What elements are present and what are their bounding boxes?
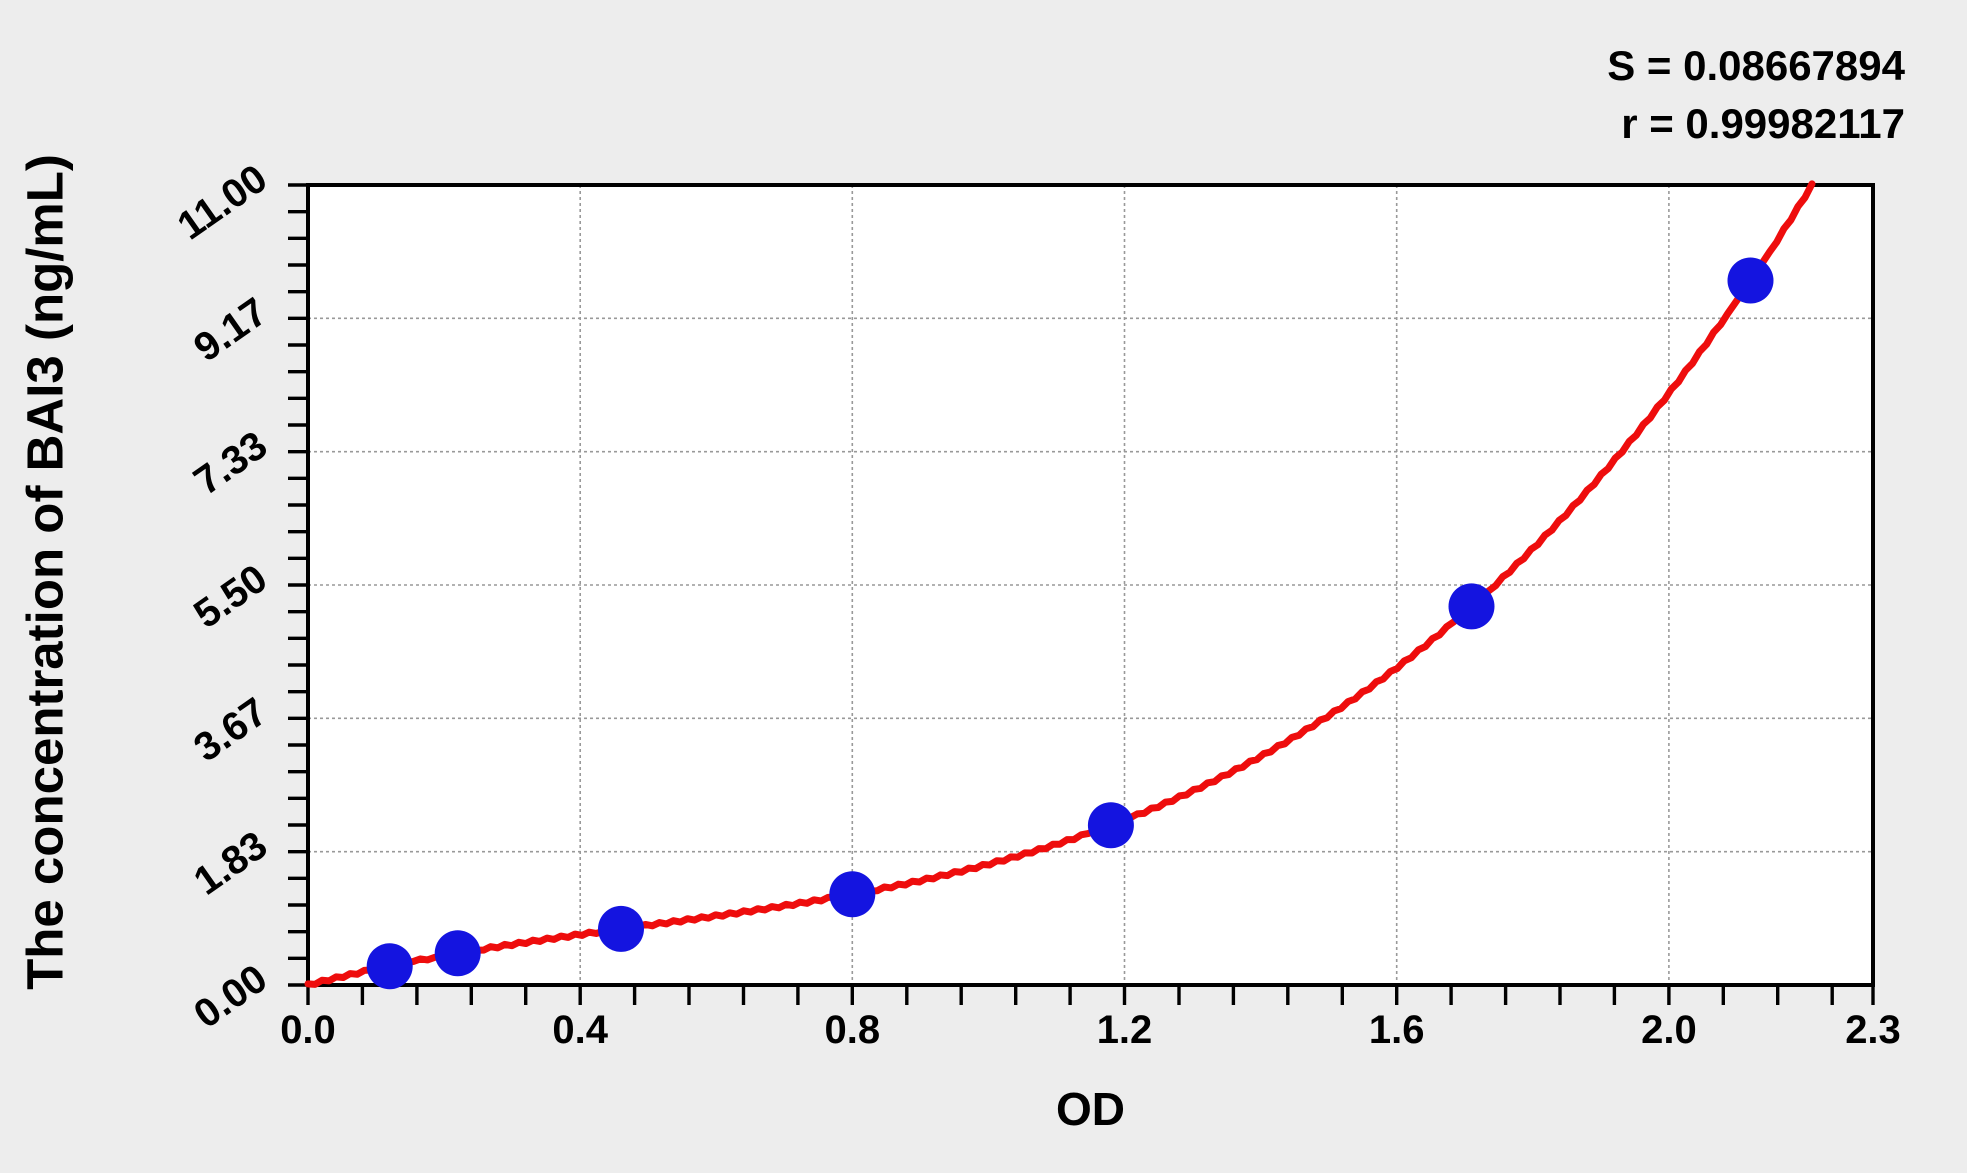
svg-text:0.0: 0.0 [280, 1008, 336, 1052]
svg-text:r = 0.99982117: r = 0.99982117 [1621, 100, 1905, 147]
svg-text:2.0: 2.0 [1641, 1008, 1697, 1052]
svg-text:2.3: 2.3 [1845, 1008, 1901, 1052]
svg-text:OD: OD [1056, 1083, 1125, 1135]
svg-text:1.2: 1.2 [1097, 1008, 1153, 1052]
svg-text:0.4: 0.4 [552, 1008, 608, 1052]
svg-text:1.6: 1.6 [1369, 1008, 1425, 1052]
svg-text:S = 0.08667894: S = 0.08667894 [1607, 42, 1905, 89]
svg-text:0.8: 0.8 [824, 1008, 880, 1052]
